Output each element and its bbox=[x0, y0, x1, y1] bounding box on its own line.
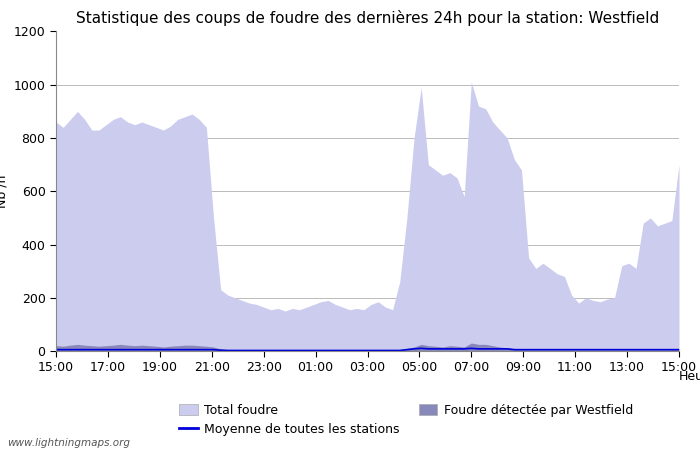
Title: Statistique des coups de foudre des dernières 24h pour la station: Westfield: Statistique des coups de foudre des dern… bbox=[76, 10, 659, 26]
Y-axis label: Nb /h: Nb /h bbox=[0, 175, 8, 208]
Text: www.lightningmaps.org: www.lightningmaps.org bbox=[7, 438, 130, 448]
Text: Heure: Heure bbox=[679, 370, 700, 383]
Legend: Total foudre, Moyenne de toutes les stations, Foudre détectée par Westfield: Total foudre, Moyenne de toutes les stat… bbox=[174, 399, 638, 441]
